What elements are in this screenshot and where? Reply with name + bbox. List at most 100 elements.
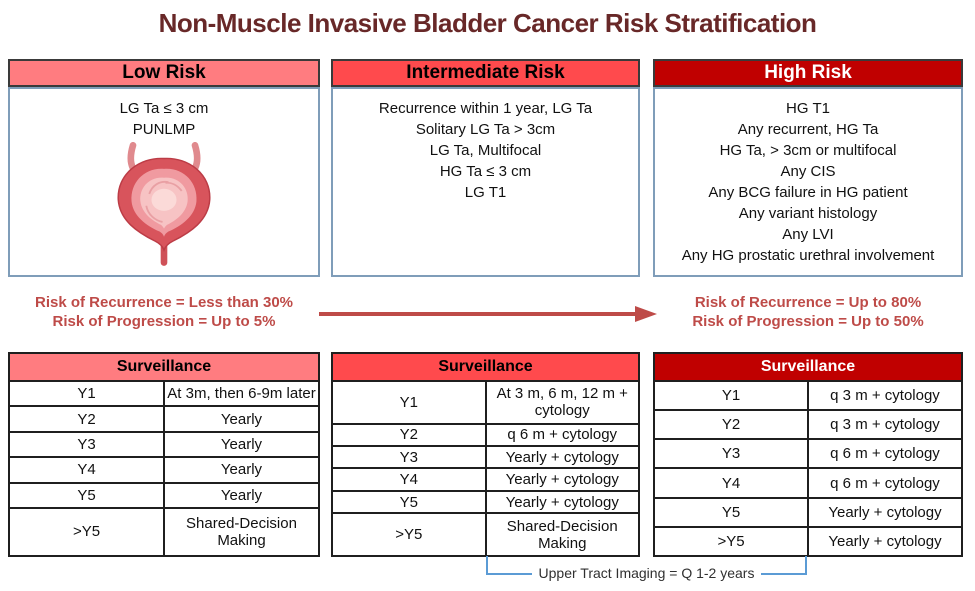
- table-row: Y1 q 3 m + cytology: [653, 379, 963, 412]
- risk-note-line: Risk of Recurrence = Less than 30%: [34, 294, 294, 311]
- high-risk-column: High Risk HG T1 Any recurrent, HG Ta HG …: [653, 59, 963, 277]
- schedule-cell: At 3 m, 6 m, 12 m + cytology: [484, 380, 640, 425]
- year-cell: Y1: [8, 379, 165, 408]
- table-row: Y2 Yearly: [8, 405, 320, 433]
- table-row: >Y5 Yearly + cytology: [653, 525, 963, 558]
- criteria-line: Any variant histology: [738, 205, 878, 222]
- low-risk-summary: Risk of Recurrence = Less than 30% Risk …: [8, 293, 320, 331]
- schedule-cell: q 6 m + cytology: [807, 438, 963, 470]
- table-row: Y1 At 3 m, 6 m, 12 m + cytology: [331, 380, 640, 425]
- low-risk-header: Low Risk: [8, 59, 320, 87]
- surveillance-table-header: Surveillance: [8, 352, 320, 382]
- bladder-icon: [117, 142, 211, 266]
- table-row: Y1 At 3m, then 6-9m later: [8, 379, 320, 408]
- low-risk-column: Low Risk LG Ta ≤ 3 cm PUNLMP: [8, 59, 320, 277]
- upper-tract-imaging-bracket: Upper Tract Imaging = Q 1-2 years: [486, 556, 807, 586]
- schedule-cell: Yearly: [163, 405, 320, 433]
- criteria-line: LG T1: [464, 184, 507, 201]
- schedule-cell: Yearly + cytology: [484, 467, 640, 492]
- criteria-line: Any recurrent, HG Ta: [737, 121, 879, 138]
- high-risk-surveillance-table: Surveillance Y1 q 3 m + cytology Y2 q 3 …: [653, 352, 963, 558]
- table-row: >Y5 Shared-Decision Making: [8, 506, 320, 558]
- low-risk-criteria-box: LG Ta ≤ 3 cm PUNLMP: [8, 87, 320, 277]
- criteria-line: LG Ta ≤ 3 cm: [119, 100, 209, 117]
- year-cell: Y5: [653, 496, 809, 528]
- table-row: Y2 q 3 m + cytology: [653, 409, 963, 441]
- criteria-line: Any CIS: [780, 163, 836, 180]
- year-cell: >Y5: [331, 512, 487, 557]
- high-risk-criteria-box: HG T1 Any recurrent, HG Ta HG Ta, > 3cm …: [653, 87, 963, 277]
- year-cell: Y4: [8, 456, 165, 484]
- year-cell: Y3: [331, 444, 487, 470]
- table-row: Y4 Yearly + cytology: [331, 467, 640, 492]
- intermediate-risk-column: Intermediate Risk Recurrence within 1 ye…: [331, 59, 640, 277]
- risk-note-line: Risk of Progression = Up to 5%: [52, 313, 276, 330]
- year-cell: Y2: [8, 405, 165, 433]
- schedule-cell: Yearly + cytology: [807, 496, 963, 528]
- schedule-cell: Yearly: [163, 430, 320, 459]
- schedule-cell: q 6 m + cytology: [807, 467, 963, 499]
- schedule-cell: Shared-Decision Making: [163, 506, 320, 558]
- table-row: Y3 Yearly: [8, 430, 320, 459]
- bracket-left-line: [486, 556, 488, 575]
- table-row: Y2 q 6 m + cytology: [331, 422, 640, 448]
- year-cell: Y5: [331, 489, 487, 515]
- schedule-cell: Yearly: [163, 481, 320, 509]
- risk-note-line: Risk of Progression = Up to 50%: [692, 313, 924, 330]
- intermediate-risk-surveillance-table: Surveillance Y1 At 3 m, 6 m, 12 m + cyto…: [331, 352, 640, 557]
- schedule-cell: Yearly + cytology: [484, 444, 640, 470]
- high-risk-header: High Risk: [653, 59, 963, 87]
- table-row: Y5 Yearly + cytology: [653, 496, 963, 528]
- criteria-line: PUNLMP: [132, 121, 196, 138]
- schedule-cell: q 3 m + cytology: [807, 379, 963, 412]
- schedule-cell: At 3m, then 6-9m later: [163, 379, 320, 408]
- low-risk-surveillance-table: Surveillance Y1 At 3m, then 6-9m later Y…: [8, 352, 320, 558]
- year-cell: >Y5: [653, 525, 809, 558]
- table-row: Y5 Yearly: [8, 481, 320, 509]
- year-cell: Y4: [331, 467, 487, 492]
- page-title: Non-Muscle Invasive Bladder Cancer Risk …: [158, 8, 817, 38]
- schedule-cell: q 6 m + cytology: [484, 422, 640, 448]
- table-row: Y5 Yearly + cytology: [331, 489, 640, 515]
- criteria-line: Any LVI: [782, 226, 834, 243]
- criteria-line: Recurrence within 1 year, LG Ta: [378, 100, 593, 117]
- criteria-line: Solitary LG Ta > 3cm: [415, 121, 556, 138]
- year-cell: Y3: [653, 438, 809, 470]
- table-row: Y3 q 6 m + cytology: [653, 438, 963, 470]
- bracket-connector-line: [761, 573, 805, 575]
- criteria-line: HG Ta, > 3cm or multifocal: [719, 142, 897, 159]
- bracket-connector-line: [488, 573, 532, 575]
- schedule-cell: Yearly + cytology: [484, 489, 640, 515]
- criteria-line: Any BCG failure in HG patient: [708, 184, 908, 201]
- surveillance-table-header: Surveillance: [331, 352, 640, 382]
- upper-tract-imaging-note: Upper Tract Imaging = Q 1-2 years: [538, 565, 755, 581]
- surveillance-table-header: Surveillance: [653, 352, 963, 382]
- criteria-line: HG T1: [786, 100, 830, 117]
- intermediate-risk-header: Intermediate Risk: [331, 59, 640, 87]
- schedule-cell: q 3 m + cytology: [807, 409, 963, 441]
- year-cell: Y3: [8, 430, 165, 459]
- year-cell: >Y5: [8, 506, 165, 558]
- year-cell: Y4: [653, 467, 809, 499]
- table-row: Y3 Yearly + cytology: [331, 444, 640, 470]
- intermediate-risk-criteria-box: Recurrence within 1 year, LG Ta Solitary…: [331, 87, 640, 277]
- criteria-line: LG Ta, Multifocal: [429, 142, 542, 159]
- year-cell: Y5: [8, 481, 165, 509]
- table-row: Y4 Yearly: [8, 456, 320, 484]
- schedule-cell: Yearly + cytology: [807, 525, 963, 558]
- schedule-cell: Shared-Decision Making: [484, 512, 640, 557]
- progression-arrow-icon: [319, 306, 657, 322]
- year-cell: Y1: [653, 379, 809, 412]
- schedule-cell: Yearly: [163, 456, 320, 484]
- year-cell: Y2: [653, 409, 809, 441]
- year-cell: Y1: [331, 380, 487, 425]
- criteria-line: HG Ta ≤ 3 cm: [439, 163, 532, 180]
- bracket-right-line: [805, 556, 807, 575]
- year-cell: Y2: [331, 422, 487, 448]
- table-row: Y4 q 6 m + cytology: [653, 467, 963, 499]
- high-risk-summary: Risk of Recurrence = Up to 80% Risk of P…: [653, 293, 963, 331]
- criteria-line: Any HG prostatic urethral involvement: [681, 247, 935, 264]
- table-row: >Y5 Shared-Decision Making: [331, 512, 640, 557]
- risk-note-line: Risk of Recurrence = Up to 80%: [694, 294, 922, 311]
